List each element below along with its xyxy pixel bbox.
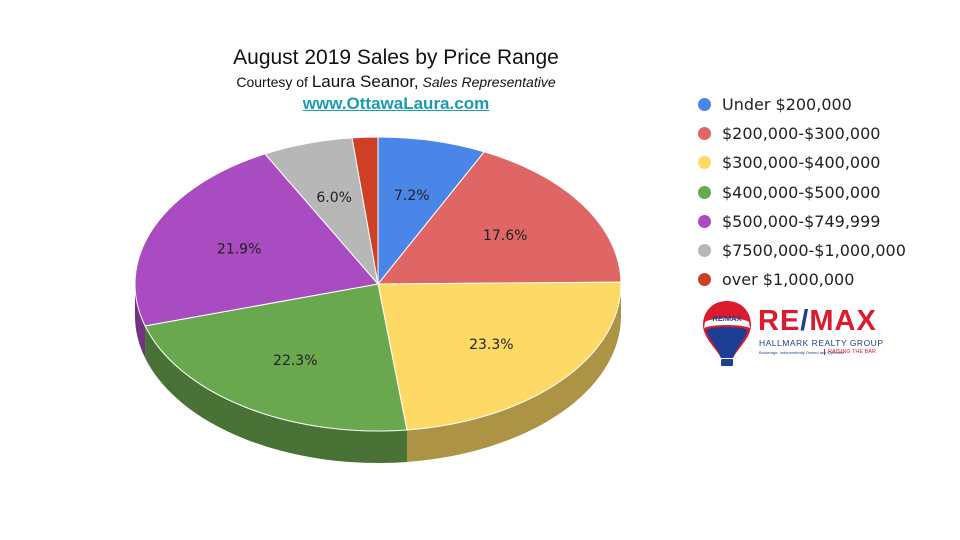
pie-slices xyxy=(134,136,622,432)
legend-swatch xyxy=(698,214,711,228)
legend-item: over $1,000,000 xyxy=(698,265,906,294)
logo-slogan: RAISING THE BAR xyxy=(824,349,876,355)
legend-label: Under $200,000 xyxy=(722,95,852,115)
pie-slice xyxy=(377,281,622,431)
brand-name: RE/MAX xyxy=(758,306,877,336)
pie-slice xyxy=(134,153,379,327)
legend-swatch xyxy=(698,98,711,112)
legend-label: $400,000-$500,000 xyxy=(722,182,881,202)
pie-sides xyxy=(135,284,621,463)
chart-legend: Under $200,000 $200,000-$300,000 $300,000-… xyxy=(698,90,906,294)
slice-label: 22.3% xyxy=(273,353,317,369)
legend-item: $400,000-$500,000 xyxy=(698,178,906,207)
legend-item: $300,000-$400,000 xyxy=(698,148,906,177)
legend-label: $300,000-$400,000 xyxy=(722,153,881,173)
legend-item: Under $200,000 xyxy=(698,90,906,119)
legend-swatch xyxy=(698,156,711,170)
legend-label: $500,000-$749,999 xyxy=(722,211,881,231)
pie-slice xyxy=(351,136,379,285)
brand-left: RE xyxy=(758,305,801,337)
slice-label: 17.6% xyxy=(483,228,527,244)
pie-slice xyxy=(144,283,408,432)
subtitle-prefix: Courtesy of xyxy=(236,74,308,90)
pie-slice-side xyxy=(406,284,621,462)
legend-item: $7500,000-$1,000,000 xyxy=(698,236,906,265)
pie-slice xyxy=(377,136,486,286)
slice-label: 6.0% xyxy=(316,190,352,206)
legend-swatch xyxy=(698,127,711,141)
slice-label: 21.9% xyxy=(217,242,261,258)
website-link[interactable]: www.OttawaLaura.com xyxy=(302,94,490,113)
legend-swatch xyxy=(698,273,711,287)
legend-item: $200,000-$300,000 xyxy=(698,119,906,148)
pie-slice-side xyxy=(135,284,146,358)
slice-label: 7.2% xyxy=(394,188,430,204)
logo-company: HALLMARK REALTY GROUP xyxy=(759,338,884,348)
chart-title: August 2019 Sales by Price Range xyxy=(233,46,559,69)
remax-logo: RE/MAX RE/MAX HALLMARK REALTY GROUP Brok… xyxy=(700,298,900,370)
chart-header: August 2019 Sales by Price Range Courtes… xyxy=(196,44,596,116)
legend-label: $7500,000-$1,000,000 xyxy=(722,241,906,261)
legend-item: $500,000-$749,999 xyxy=(698,207,906,236)
pie-slice-side xyxy=(145,325,407,463)
balloon-icon: RE/MAX xyxy=(703,301,751,366)
pie-labels: 7.2% 17.6% 23.3% 22.3% 21.9% 6.0% xyxy=(217,188,528,369)
legend-label: over $1,000,000 xyxy=(722,270,855,290)
balloon-text: RE/MAX xyxy=(712,314,741,323)
legend-swatch xyxy=(698,185,711,199)
subtitle-name: Laura Seanor, xyxy=(311,72,419,91)
legend-swatch xyxy=(698,244,711,258)
subtitle-role: Sales Representative xyxy=(422,74,556,90)
slice-label: 23.3% xyxy=(469,337,513,353)
chart-subtitle: Courtesy of Laura Seanor, Sales Represen… xyxy=(196,72,596,92)
legend-label: $200,000-$300,000 xyxy=(722,124,881,144)
pie-slice xyxy=(376,151,622,285)
brand-slash: / xyxy=(800,305,810,337)
brand-right: MAX xyxy=(809,305,877,337)
logo-tagline: Brokerage, Independently Owned and Opera… xyxy=(759,350,845,355)
